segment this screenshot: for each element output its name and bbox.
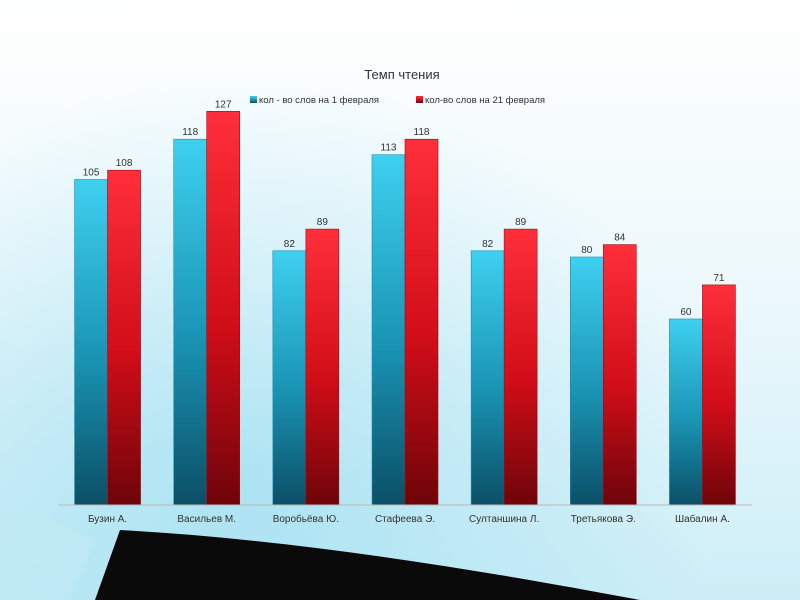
bar-series-1-7: [669, 318, 703, 506]
bar-series-2-7: [702, 284, 736, 506]
bar-series-2-2: [206, 111, 241, 506]
value-label-series-2-1: 108: [116, 158, 133, 169]
legend: кол - во слов на 1 февраля кол-во слов н…: [250, 95, 545, 106]
legend-label-series-1: кол - во слов на 1 февраля: [259, 95, 379, 106]
bar-series-1-2: [173, 138, 208, 506]
legend-label-series-2: кол-во слов на 21 февраля: [425, 95, 545, 106]
bar-series-1-5: [470, 250, 505, 506]
category-label-3: Воробьёва Ю.: [273, 513, 339, 525]
value-label-series-2-7: 71: [713, 273, 725, 284]
value-label-series-2-5: 89: [515, 217, 527, 228]
category-label-4: Стафеева Э.: [375, 513, 435, 525]
bar-series-1-6: [569, 256, 604, 506]
bar-series-2-4: [404, 138, 439, 506]
category-labels-group: Бузин А. Васильев М. Воробьёва Ю. Стафеева …: [88, 513, 730, 525]
value-label-series-2-4: 118: [414, 127, 430, 138]
value-label-series-2-2: 127: [215, 99, 232, 110]
chart-title: Темп чтения: [364, 67, 439, 82]
category-label-6: Третьякова Э.: [571, 514, 636, 525]
value-label-series-1-2: 118: [182, 127, 198, 138]
legend-swatch-series-2: [416, 96, 423, 103]
bars-group: [74, 111, 736, 506]
category-label-7: Шабалин А.: [675, 513, 730, 525]
value-label-series-1-5: 82: [482, 239, 494, 250]
value-label-series-1-6: 80: [581, 245, 593, 256]
bar-series-2-6: [602, 244, 637, 506]
value-label-series-1-3: 82: [284, 239, 296, 250]
value-label-series-1-1: 105: [83, 168, 100, 179]
value-label-series-1-7: 60: [680, 307, 692, 318]
bar-series-2-1: [107, 169, 141, 506]
legend-swatch-series-1: [250, 96, 257, 103]
bar-series-1-1: [74, 179, 108, 506]
category-label-1: Бузин А.: [88, 514, 127, 525]
value-labels-group: 105 108 118 127 82 89 113 118 82 89 80 84 60 71: [83, 99, 725, 318]
value-label-series-1-4: 113: [381, 143, 397, 154]
bar-series-2-3: [305, 228, 340, 506]
bar-series-2-5: [503, 228, 538, 506]
value-label-series-2-6: 84: [614, 233, 626, 244]
category-label-5: Султаншина Л.: [469, 514, 539, 525]
value-label-series-2-3: 89: [317, 217, 329, 228]
category-label-2: Васильев М.: [177, 514, 236, 525]
bar-series-1-3: [272, 250, 307, 506]
bar-series-1-4: [371, 154, 406, 506]
